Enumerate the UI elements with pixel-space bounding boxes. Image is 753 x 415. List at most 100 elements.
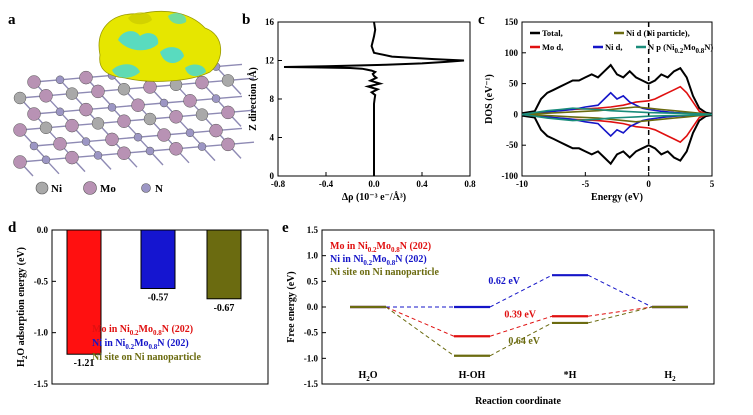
legend-label: Ni site on Ni nanoparticle (92, 352, 201, 363)
atom-ni (39, 121, 53, 135)
atom-mo (143, 80, 157, 94)
x-tick-label: -10 (516, 179, 528, 189)
bar-value-label: -0.57 (148, 293, 169, 304)
y-tick-label: 0.0 (37, 225, 49, 235)
dos-legend: Total, Ni d (Ni particle), Mo d, Ni d, N p (… (530, 28, 713, 55)
legend-label: Ni in Ni0.2Mo0.8N (202) (92, 338, 189, 351)
energy-connector (385, 306, 455, 357)
y-tick-label: -1.0 (304, 353, 319, 363)
legend-label: Total, (542, 28, 563, 38)
legend-label: Mo d, (542, 42, 563, 52)
panel-letter-d: d (8, 220, 17, 236)
y-tick-label: 12 (265, 56, 275, 66)
y-tick-label: 1.5 (307, 225, 319, 235)
y-tick-label: -50 (506, 140, 518, 150)
charge-difference-plot: -0.8 -0.4 0.0 0.4 0.8 0 4 8 12 16 Δρ (10⁻³ e⁻/Å³) Z… (247, 17, 476, 203)
atom-n (197, 142, 207, 151)
atom-ni (221, 74, 235, 87)
legend-label: Ni site on Ni nanoparticle (330, 267, 439, 278)
atom-mo (209, 123, 223, 138)
bar-value-label: -0.67 (214, 303, 235, 314)
y-tick-label: 0.5 (307, 276, 319, 286)
x-category-label: H2O (358, 370, 377, 383)
energy-connector (489, 274, 553, 308)
x-axis-label: Δρ (10⁻³ e⁻/Å³) (342, 191, 406, 203)
atom-ni (13, 91, 27, 105)
lattice-bond (215, 63, 243, 68)
atom-mo (13, 123, 27, 137)
atom-mo (105, 132, 119, 147)
x-tick-label: 0.8 (464, 179, 476, 189)
structure-image: Ni Mo N (13, 11, 255, 195)
bar (140, 229, 176, 290)
mo-d-dos-line-down (521, 113, 713, 144)
y-tick-label: 50 (509, 79, 519, 89)
lattice-bonds (19, 63, 255, 177)
atom-mo (195, 75, 209, 90)
y-tick-label: -0.5 (304, 328, 319, 338)
y-axis-label: Z direction (Å) (247, 67, 259, 131)
atom-legend: Ni Mo N (35, 181, 163, 195)
atom-ni (117, 82, 131, 96)
bar (66, 229, 102, 355)
y-tick-label: 100 (505, 48, 519, 58)
atom-mo (39, 89, 53, 103)
legend-label: Ni d, (605, 42, 622, 52)
legend-label: Mo in Ni0.2Mo0.8N (202) (330, 241, 431, 254)
charge-difference-line (283, 21, 465, 176)
y-tick-label: 0.0 (307, 302, 319, 312)
panel-letter-e: e (282, 220, 289, 236)
atom-n (81, 137, 91, 146)
atom-n (185, 128, 195, 138)
energy-connector (587, 274, 653, 308)
energy-connector (489, 322, 553, 357)
legend-label: Ni d (Ni particle), (626, 28, 690, 38)
x-axis-label: Reaction coordinate (475, 396, 561, 407)
ni-legend-label: Ni (51, 183, 62, 195)
atom-n (55, 107, 65, 117)
x-tick-label: 0.4 (416, 179, 428, 189)
atom-mo (27, 75, 41, 89)
n-p-dos-line-up (521, 107, 713, 116)
atom-mo (53, 137, 67, 151)
free-energy-diagram: -1.5 -1.0 -0.5 0.0 0.5 1.0 1.5 Free energy (eV)… (286, 225, 715, 407)
panel-letter-b: b (242, 12, 250, 28)
y-tick-label: 16 (265, 17, 275, 27)
atom-n (211, 94, 221, 103)
plot-frame (521, 21, 713, 177)
mo-d-dos-line-up (521, 85, 713, 116)
barrier-annotation: 0.64 eV (508, 336, 540, 347)
mo-legend-swatch (83, 181, 97, 195)
legend-label: N p (Ni0.2Mo0.8N) (648, 42, 713, 55)
panel-letter-c: c (478, 12, 485, 28)
x-tick-label: -0.8 (271, 179, 286, 189)
mo-legend-label: Mo (100, 183, 116, 195)
total-dos-line-up (521, 63, 713, 115)
bar-legend: Mo in Ni0.2Mo0.8N (202)Ni in Ni0.2Mo0.8N… (92, 324, 201, 363)
y-tick-label: -0.5 (34, 276, 49, 286)
x-category-label: *H (564, 370, 577, 381)
atom-mo (157, 128, 171, 142)
y-tick-label: -1.5 (304, 379, 319, 389)
atom-n (93, 151, 103, 160)
atom-mo (221, 137, 235, 152)
y-tick-label: -1.0 (34, 328, 49, 338)
atom-mo (79, 70, 93, 85)
n-p-dos-line-down (521, 113, 713, 122)
adsorption-energy-chart: -1.5 -1.0 -0.5 0.0 H2O adsorption energy (eV… (16, 225, 269, 389)
atom-mo (117, 146, 131, 160)
legend-label: Mo in Ni0.2Mo0.8N (202) (92, 324, 193, 337)
energy-connector (587, 306, 653, 324)
atom-ni (65, 87, 79, 100)
y-tick-label: 150 (505, 17, 519, 27)
x-tick-label: -0.4 (319, 179, 334, 189)
x-tick-label: 0.0 (368, 179, 380, 189)
ni-particle-d-dos-line-down (521, 113, 713, 123)
x-axis-label: Energy (eV) (591, 192, 643, 203)
barrier-annotation: 0.39 eV (504, 309, 536, 320)
legend-label: Ni in Ni0.2Mo0.8N (202) (330, 254, 427, 267)
atom-n (55, 75, 65, 85)
atom-n (159, 98, 169, 108)
ni-particle-d-dos-line-up (521, 106, 713, 116)
y-tick-label: -1.5 (34, 379, 49, 389)
